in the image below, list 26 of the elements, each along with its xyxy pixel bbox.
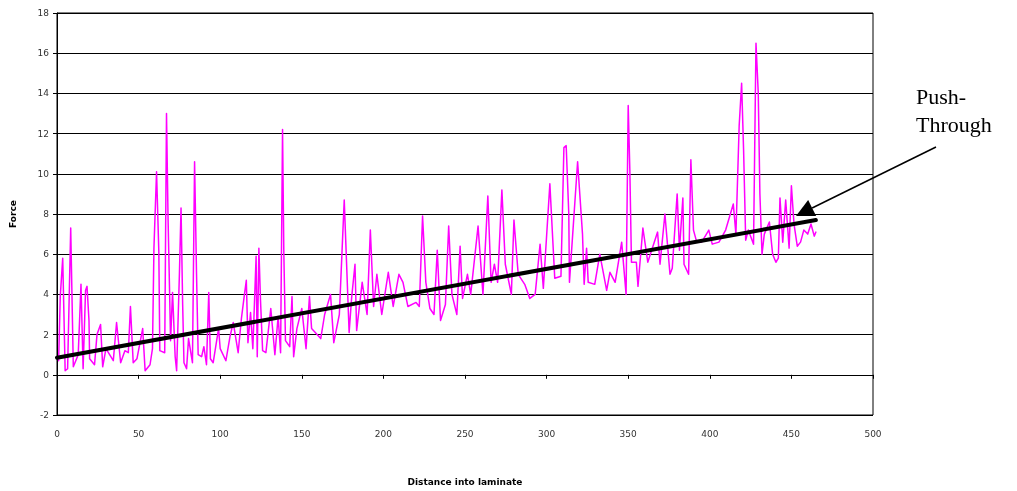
x-tick-label: 100 <box>211 428 230 439</box>
y-tick-label: 16 <box>37 48 50 59</box>
y-tick-label: 18 <box>37 8 50 18</box>
x-tick-label: 350 <box>619 428 638 439</box>
y-tick-label: 2 <box>43 329 49 340</box>
x-tick-label: 50 <box>132 428 145 439</box>
text: Push- Through <box>916 84 992 137</box>
y-tick-label: 10 <box>37 168 50 179</box>
x-tick-label: 200 <box>374 428 393 439</box>
y-tick-label: 8 <box>43 209 50 219</box>
y-tick-label: 12 <box>37 128 49 139</box>
x-tick-label: 450 <box>782 428 801 439</box>
y-tick-label: 0 <box>43 369 50 380</box>
y-tick-label: 6 <box>43 249 50 260</box>
y-tick-label: 4 <box>43 289 50 300</box>
x-tick-label: 250 <box>456 428 474 439</box>
x-tick-label: 500 <box>864 428 882 439</box>
x-tick-label: 300 <box>538 428 556 439</box>
y-axis-title: Force <box>7 200 18 228</box>
x-tick-label: 150 <box>293 428 311 439</box>
y-tick-label: -2 <box>40 410 49 420</box>
x-tick-label: 0 <box>54 428 61 439</box>
line-series <box>57 42 817 372</box>
x-axis-title: Distance into laminate <box>407 476 523 487</box>
x-tick-label: 400 <box>701 428 719 439</box>
y-tick-label: 14 <box>37 88 50 99</box>
